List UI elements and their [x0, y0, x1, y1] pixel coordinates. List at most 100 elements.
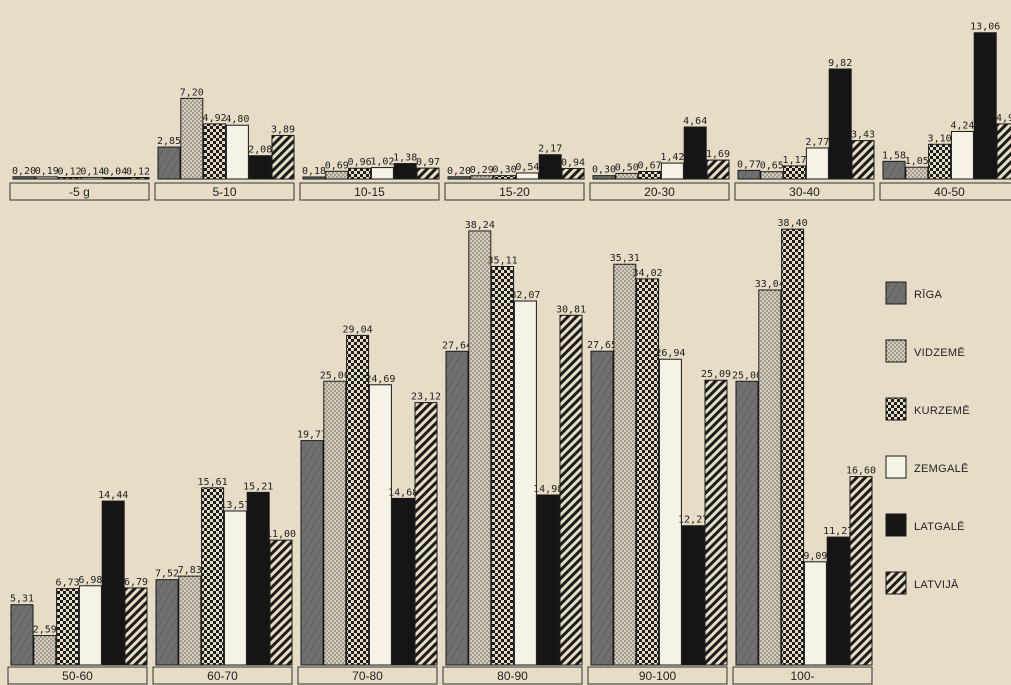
data-label: 13,06 [970, 22, 1000, 33]
bar [126, 177, 150, 180]
data-label: 27,65 [587, 340, 617, 351]
data-label: 5,31 [10, 594, 34, 605]
bar [559, 314, 583, 666]
data-label: 4,92 [996, 113, 1011, 124]
data-label: 0,97 [416, 157, 440, 168]
category-label: 70-80 [352, 669, 383, 683]
data-label: 30,81 [556, 304, 586, 315]
chart-panels: -5 g0,200,190,120,140,040,125-102,857,20… [7, 22, 1011, 685]
bar-group: 50-60 5,31 2,59 6,736,98 14,44 6,79 [7, 490, 148, 685]
bar [323, 380, 347, 666]
bar [445, 350, 469, 666]
data-label: 0,30 [592, 165, 616, 176]
legend-item: RĪGA [885, 281, 942, 305]
data-label: 0,19 [35, 166, 59, 177]
bar [805, 147, 829, 180]
data-label: 33,04 [755, 279, 785, 290]
bar [660, 162, 684, 180]
data-label: 16,60 [846, 466, 876, 477]
bar [613, 263, 637, 666]
bar [735, 380, 759, 666]
data-label: 0,14 [80, 166, 104, 177]
bar [513, 300, 537, 666]
bar [157, 146, 181, 180]
data-label: 9,82 [828, 58, 852, 69]
legend-swatch [885, 339, 907, 363]
data-label: 14,44 [98, 490, 128, 501]
bar [538, 154, 562, 180]
bar [491, 266, 515, 666]
category-label-box [154, 182, 295, 201]
data-label: 15,61 [198, 477, 228, 488]
legend-item: VIDZEMĒ [885, 339, 965, 363]
data-label: 0,20 [12, 166, 36, 177]
data-label: 24,69 [365, 374, 395, 385]
bar [203, 123, 227, 180]
category-label: 80-90 [497, 669, 528, 683]
data-label: 11,27 [823, 526, 853, 537]
data-label: 9,09 [803, 551, 827, 562]
bar [78, 585, 102, 666]
bar [124, 587, 148, 666]
data-label: 29,04 [343, 324, 373, 335]
data-label: 25,00 [732, 370, 762, 381]
legend-swatch [885, 455, 907, 479]
bar-group: 60-70 7,527,83 15,61 13,57 15,21 11,00 [152, 477, 296, 685]
legend-label: LATVIJĀ [914, 579, 959, 591]
legend-swatch [885, 281, 907, 305]
category-label: 30-40 [789, 185, 820, 199]
bar [414, 402, 438, 666]
data-label: 13,57 [220, 500, 250, 511]
bar [393, 163, 417, 180]
data-label: 25,09 [701, 369, 731, 380]
data-label: 0,50 [615, 162, 639, 173]
bar [704, 379, 728, 666]
bar [638, 170, 662, 180]
category-label-box [152, 666, 293, 685]
data-label: 1,17 [783, 155, 807, 166]
legend-swatch [885, 513, 907, 537]
bar [416, 167, 440, 180]
data-label: 35,11 [488, 256, 518, 267]
data-label: 12,27 [678, 515, 708, 526]
data-label: 0,54 [515, 162, 539, 173]
bar [468, 230, 492, 666]
bar [56, 588, 80, 666]
bar-group: 15-20 0,200,290,300,54 2,17 0,94 [444, 144, 585, 201]
data-label: 7,83 [178, 565, 202, 576]
data-label: 0,12 [126, 167, 150, 178]
legend-label: LATGALĒ [914, 521, 965, 533]
legend: RĪGA VIDZEMĒ KURZEMĒ ZEMGALĒ LATGALĒ LATVIJĀ [885, 281, 970, 595]
bar [592, 175, 616, 180]
bar [300, 440, 324, 666]
category-label-box [442, 666, 583, 685]
bar [737, 169, 761, 180]
bar [58, 177, 82, 180]
bar [35, 176, 59, 180]
bar [493, 175, 517, 180]
data-label: 2,85 [157, 136, 181, 147]
data-label: 23,12 [411, 392, 441, 403]
data-label: 19,77 [297, 430, 327, 441]
bar [973, 32, 997, 180]
bar [636, 278, 660, 666]
bar [758, 289, 782, 666]
data-label: 0,12 [58, 167, 82, 178]
data-label: 4,24 [950, 121, 974, 132]
bar [706, 159, 730, 180]
data-label: 38,24 [465, 220, 495, 231]
data-label: 1,05 [905, 156, 929, 167]
category-label: 20-30 [644, 185, 675, 199]
bar [658, 358, 682, 666]
data-label: 14,98 [533, 484, 563, 495]
category-label: 40-50 [934, 185, 965, 199]
category-label: 50-60 [62, 669, 93, 683]
category-label-box [879, 182, 1011, 201]
bar [470, 175, 494, 180]
bar [882, 160, 906, 180]
data-label: 4,92 [203, 113, 227, 124]
bar [180, 97, 204, 180]
bar [80, 176, 104, 180]
category-label: 60-70 [207, 669, 238, 683]
